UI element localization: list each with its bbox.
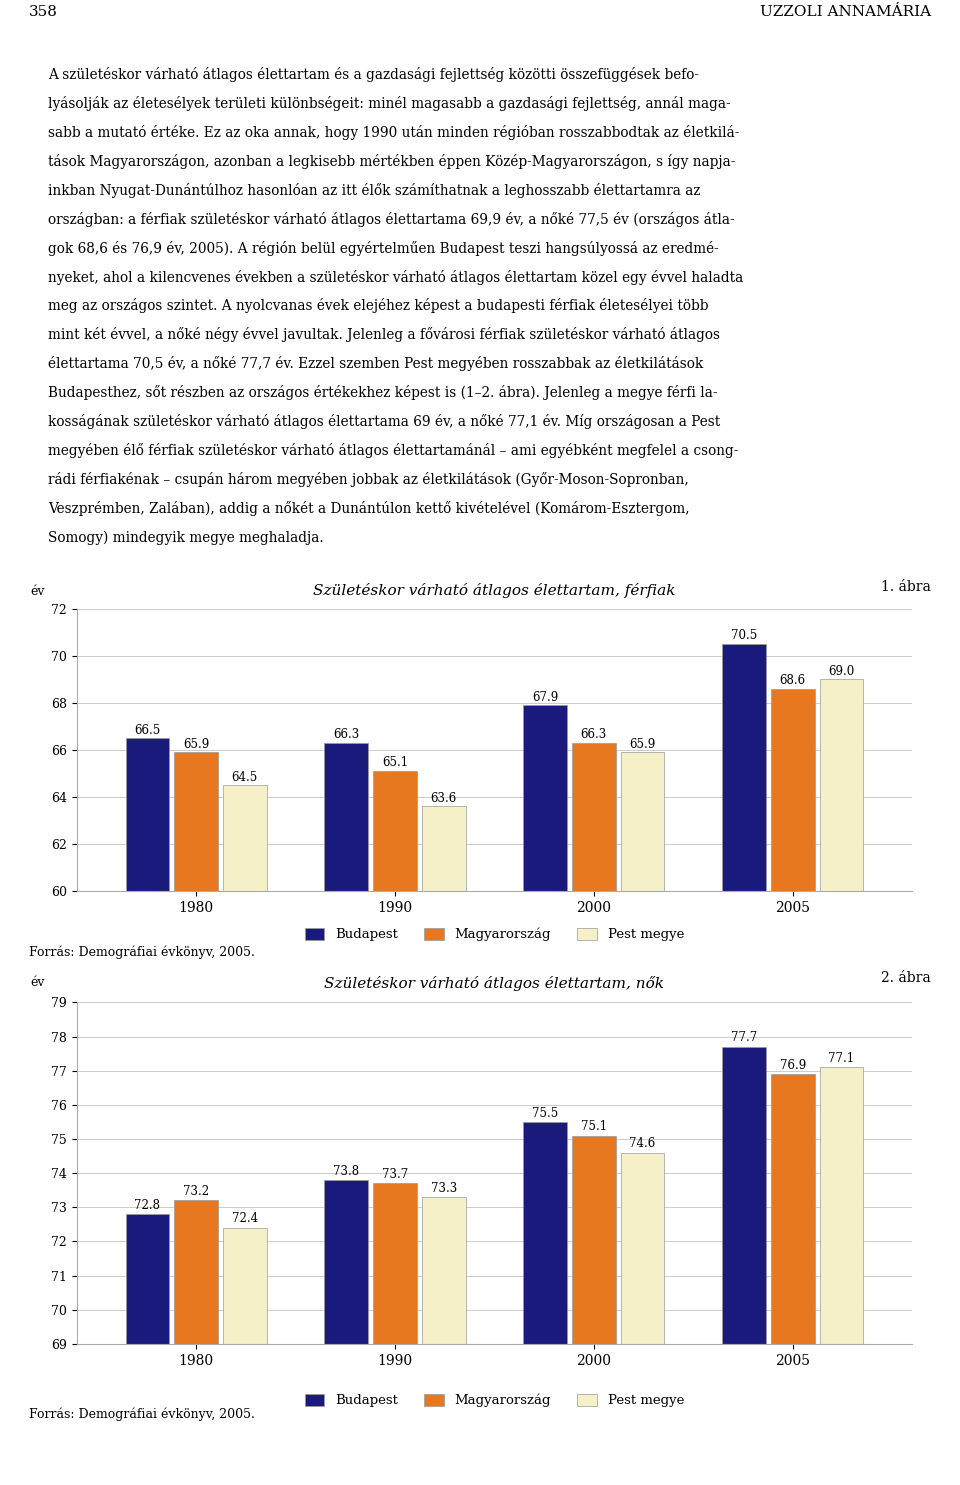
Legend: Budapest, Magyarország, Pest megye: Budapest, Magyarország, Pest megye bbox=[300, 922, 689, 946]
Bar bbox=[572, 1136, 615, 1485]
Text: országban: a férfiak születéskor várható átlagos élettartama 69,9 év, a nőké 77,: országban: a férfiak születéskor várható… bbox=[48, 212, 734, 227]
Text: Forrás: Demográfiai évkönyv, 2005.: Forrás: Demográfiai évkönyv, 2005. bbox=[29, 946, 254, 959]
Text: 73.3: 73.3 bbox=[431, 1182, 457, 1194]
Bar bbox=[523, 1123, 567, 1485]
Text: 1. ábra: 1. ábra bbox=[881, 581, 931, 594]
Text: 68.6: 68.6 bbox=[780, 674, 805, 688]
Text: megyében élő férfiak születéskor várható átlagos élettartamánál – ami egyébként : megyében élő férfiak születéskor várható… bbox=[48, 443, 738, 459]
Text: 76.9: 76.9 bbox=[780, 1059, 805, 1072]
Bar bbox=[621, 1152, 664, 1485]
Bar bbox=[174, 1200, 218, 1485]
Text: sabb a mutató értéke. Ez az oka annak, hogy 1990 után minden régióban rosszabbod: sabb a mutató értéke. Ez az oka annak, h… bbox=[48, 125, 739, 140]
Text: 65.9: 65.9 bbox=[630, 738, 656, 750]
Text: Somogy) mindegyik megye meghaladja.: Somogy) mindegyik megye meghaladja. bbox=[48, 530, 324, 545]
Text: inkban Nyugat-Dunántúlhoz hasonlóan az itt élők számíthatnak a leghosszabb élett: inkban Nyugat-Dunántúlhoz hasonlóan az i… bbox=[48, 183, 701, 198]
Text: mint két évvel, a nőké négy évvel javultak. Jelenleg a fővárosi férfiak születés: mint két évvel, a nőké négy évvel javult… bbox=[48, 328, 720, 343]
Bar bbox=[373, 1184, 417, 1485]
Text: UZZOLI ANNAMÁRIA: UZZOLI ANNAMÁRIA bbox=[760, 4, 931, 19]
Text: 64.5: 64.5 bbox=[231, 771, 258, 784]
Bar bbox=[373, 771, 417, 1485]
Bar bbox=[421, 1197, 466, 1485]
Text: év: év bbox=[31, 976, 45, 989]
Text: 72.4: 72.4 bbox=[231, 1212, 258, 1225]
Text: 67.9: 67.9 bbox=[532, 691, 558, 704]
Text: Veszprémben, Zalában), addig a nőkét a Dunántúlon kettő kivételével (Komárom-Esz: Veszprémben, Zalában), addig a nőkét a D… bbox=[48, 500, 689, 517]
Text: meg az országos szintet. A nyolcvanas évek elejéhez képest a budapesti férfiak é: meg az országos szintet. A nyolcvanas év… bbox=[48, 298, 708, 313]
Text: 65.1: 65.1 bbox=[382, 756, 408, 769]
Bar bbox=[223, 1228, 267, 1485]
Bar bbox=[722, 1047, 766, 1485]
Text: 63.6: 63.6 bbox=[431, 792, 457, 805]
Bar bbox=[126, 738, 169, 1485]
Text: 66.5: 66.5 bbox=[134, 723, 160, 737]
Bar bbox=[421, 806, 466, 1485]
Bar bbox=[324, 1181, 368, 1485]
Bar bbox=[771, 689, 815, 1485]
Text: 75.5: 75.5 bbox=[532, 1106, 558, 1120]
Text: 73.8: 73.8 bbox=[333, 1164, 359, 1178]
Text: tások Magyarországon, azonban a legkisebb mértékben éppen Közép-Magyarországon, : tások Magyarországon, azonban a legkiseb… bbox=[48, 153, 735, 169]
Text: 72.8: 72.8 bbox=[134, 1198, 160, 1212]
Title: Születéskor várható átlagos élettartam, férfiak: Születéskor várható átlagos élettartam, … bbox=[313, 584, 676, 598]
Bar bbox=[324, 742, 368, 1485]
Text: 358: 358 bbox=[29, 4, 58, 19]
Bar bbox=[820, 680, 863, 1485]
Legend: Budapest, Magyarország, Pest megye: Budapest, Magyarország, Pest megye bbox=[300, 1388, 689, 1412]
Text: kosságának születéskor várható átlagos élettartama 69 év, a nőké 77,1 év. Míg or: kosságának születéskor várható átlagos é… bbox=[48, 414, 720, 429]
Text: 75.1: 75.1 bbox=[581, 1120, 607, 1133]
Text: Forrás: Demográfiai évkönyv, 2005.: Forrás: Demográfiai évkönyv, 2005. bbox=[29, 1408, 254, 1421]
Text: 2. ábra: 2. ábra bbox=[881, 971, 931, 985]
Text: 70.5: 70.5 bbox=[731, 630, 757, 643]
Bar bbox=[126, 1215, 169, 1485]
Text: A születéskor várható átlagos élettartam és a gazdasági fejlettség közötti össze: A születéskor várható átlagos élettartam… bbox=[48, 67, 699, 82]
Text: rádi férfiakénak – csupán három megyében jobbak az életkilátások (Győr-Moson-Sop: rádi férfiakénak – csupán három megyében… bbox=[48, 472, 688, 487]
Bar bbox=[771, 1074, 815, 1485]
Text: 74.6: 74.6 bbox=[630, 1138, 656, 1151]
Text: 66.3: 66.3 bbox=[333, 728, 359, 741]
Text: nyeket, ahol a kilencvenes években a születéskor várható átlagos élettartam köze: nyeket, ahol a kilencvenes években a szü… bbox=[48, 269, 743, 285]
Bar bbox=[621, 753, 664, 1485]
Bar bbox=[523, 705, 567, 1485]
Bar bbox=[223, 786, 267, 1485]
Bar bbox=[820, 1068, 863, 1485]
Text: 77.1: 77.1 bbox=[828, 1051, 854, 1065]
Text: Budapesthez, sőt részben az országos értékekhez képest is (1–2. ábra). Jelenleg : Budapesthez, sőt részben az országos ért… bbox=[48, 386, 717, 401]
Text: év: év bbox=[31, 585, 45, 597]
Bar bbox=[722, 644, 766, 1485]
Bar bbox=[572, 742, 615, 1485]
Text: 73.7: 73.7 bbox=[382, 1169, 408, 1181]
Text: élettartama 70,5 év, a nőké 77,7 év. Ezzel szemben Pest megyében rosszabbak az é: élettartama 70,5 év, a nőké 77,7 év. Ezz… bbox=[48, 356, 704, 371]
Text: 69.0: 69.0 bbox=[828, 665, 854, 677]
Text: gok 68,6 és 76,9 év, 2005). A régión belül egyértelműen Budapest teszi hangsúlyo: gok 68,6 és 76,9 év, 2005). A régión bel… bbox=[48, 241, 719, 255]
Bar bbox=[174, 753, 218, 1485]
Text: lyásolják az életesélyek területi különbségeit: minél magasabb a gazdasági fejle: lyásolják az életesélyek területi különb… bbox=[48, 95, 731, 111]
Text: 77.7: 77.7 bbox=[731, 1032, 757, 1044]
Title: Születéskor várható átlagos élettartam, nők: Születéskor várható átlagos élettartam, … bbox=[324, 977, 664, 992]
Text: 73.2: 73.2 bbox=[183, 1185, 209, 1198]
Text: 65.9: 65.9 bbox=[183, 738, 209, 750]
Text: 66.3: 66.3 bbox=[581, 728, 607, 741]
